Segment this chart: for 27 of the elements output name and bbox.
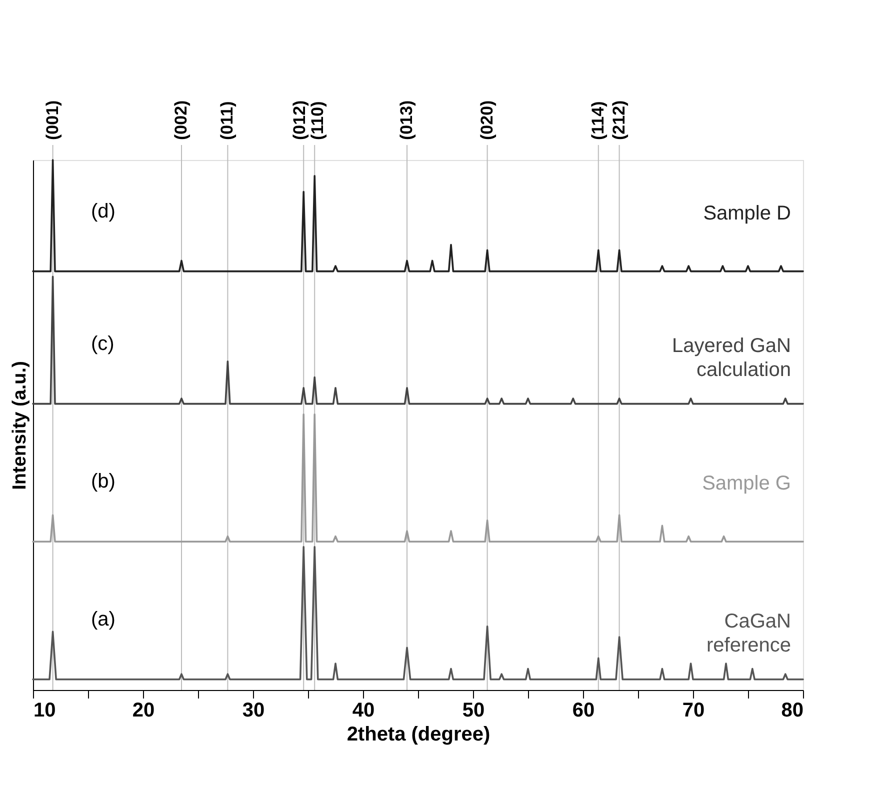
text: Sample D xyxy=(703,202,791,224)
text: (011) xyxy=(218,101,237,140)
annotation: (a) xyxy=(91,608,116,630)
text: (212) xyxy=(609,100,628,140)
text: (013) xyxy=(397,100,416,140)
x-tick-label: 20 xyxy=(132,700,155,722)
text: Sample G xyxy=(702,472,791,495)
text: (002) xyxy=(172,100,190,140)
series-label: CaGaN reference xyxy=(706,610,791,656)
text: (001) xyxy=(42,100,62,140)
x-tick-label: 70 xyxy=(682,700,705,722)
text: (012) xyxy=(290,100,310,140)
x-tick-label: 10 xyxy=(34,700,56,722)
x-tick-label: 80 xyxy=(781,700,804,722)
x-tick-label: 40 xyxy=(352,700,375,722)
x-tick-label: 30 xyxy=(242,700,265,722)
x-tick-label: 60 xyxy=(572,700,595,722)
annotation: (d) xyxy=(91,200,116,222)
text: (114) xyxy=(588,101,608,140)
x-tick-label: 50 xyxy=(462,700,485,722)
y-axis-title: Intensity (a.u.) xyxy=(10,361,30,490)
text: (020) xyxy=(477,100,496,140)
annotation: (b) xyxy=(91,470,116,493)
series-label: Layered GaN calculation xyxy=(672,334,791,381)
x-axis-title: 2theta (degree) xyxy=(346,724,490,746)
annotation: (c) xyxy=(91,332,114,355)
text: (110) xyxy=(308,101,328,140)
